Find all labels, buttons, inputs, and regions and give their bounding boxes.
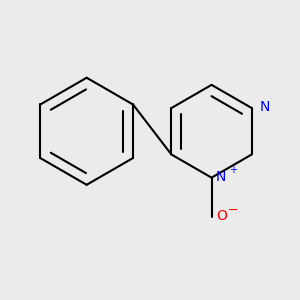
Text: N: N (216, 170, 226, 184)
Text: O: O (216, 209, 227, 223)
Text: N: N (259, 100, 270, 114)
Text: −: − (228, 204, 239, 217)
Text: +: + (230, 165, 237, 175)
